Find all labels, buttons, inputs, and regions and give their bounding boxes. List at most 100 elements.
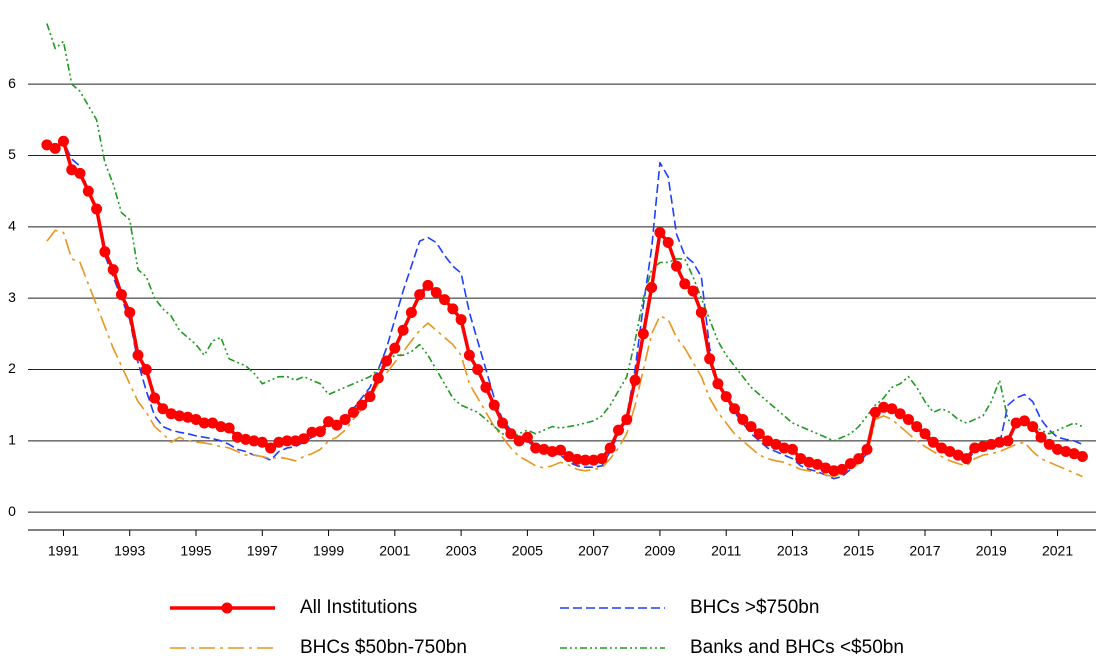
data-point (505, 428, 517, 440)
data-point (356, 399, 368, 411)
y-tick-label: 3 (8, 289, 16, 305)
data-point (571, 453, 583, 465)
data-point (546, 446, 558, 458)
data-point (555, 444, 567, 456)
series-line (46, 23, 1083, 442)
data-point (497, 417, 509, 429)
data-point (596, 453, 608, 465)
x-tick-label: 2009 (644, 543, 675, 559)
x-tick-label: 2015 (843, 543, 874, 559)
x-tick-label: 1997 (247, 543, 278, 559)
data-point (223, 422, 235, 434)
data-point (182, 411, 194, 423)
data-point (314, 426, 326, 438)
data-point (969, 442, 981, 454)
data-point (960, 453, 972, 465)
data-point (621, 413, 633, 425)
x-tick-label: 1999 (313, 543, 344, 559)
x-tick-label: 2003 (446, 543, 477, 559)
data-point (803, 456, 815, 468)
data-point (538, 443, 550, 455)
data-point (629, 374, 641, 386)
data-point (455, 314, 467, 326)
data-point (289, 435, 301, 447)
x-tick-label: 2017 (909, 543, 940, 559)
y-tick-label: 1 (8, 432, 16, 448)
data-point (936, 442, 948, 454)
x-tick-label: 2007 (578, 543, 609, 559)
data-point (588, 454, 600, 466)
data-point (844, 458, 856, 470)
data-point (886, 403, 898, 415)
y-tick-label: 5 (8, 146, 16, 162)
data-point (919, 428, 931, 440)
data-point (207, 417, 219, 429)
data-point (811, 458, 823, 470)
data-point (165, 408, 177, 420)
data-point (422, 279, 434, 291)
y-tick-label: 6 (8, 75, 16, 91)
data-point (994, 436, 1006, 448)
data-point (795, 453, 807, 465)
data-point (306, 426, 318, 438)
y-tick-label: 2 (8, 360, 16, 376)
data-point (1060, 446, 1072, 458)
x-tick-label: 2013 (777, 543, 808, 559)
data-point (977, 441, 989, 453)
data-point (389, 342, 401, 354)
data-point (836, 463, 848, 475)
data-point (762, 435, 774, 447)
data-point (1010, 417, 1022, 429)
y-tick-label: 0 (8, 503, 16, 519)
data-point (157, 403, 169, 415)
data-point (911, 421, 923, 433)
data-point (745, 421, 757, 433)
data-point (679, 278, 691, 290)
data-point (381, 355, 393, 367)
data-point (828, 465, 840, 477)
data-point (472, 364, 484, 376)
data-point (1052, 443, 1064, 455)
data-point (902, 413, 914, 425)
data-point (66, 164, 78, 176)
data-point (49, 142, 61, 154)
data-point (132, 349, 144, 361)
y-tick-label: 4 (8, 218, 16, 234)
data-point (563, 451, 575, 463)
data-point (323, 416, 335, 428)
data-point (364, 391, 376, 403)
data-point (1018, 415, 1030, 427)
data-point (878, 401, 890, 413)
data-point (861, 443, 873, 455)
data-point (687, 285, 699, 297)
data-point (1076, 451, 1088, 463)
data-point (273, 436, 285, 448)
data-point (985, 438, 997, 450)
series-line (46, 229, 1083, 478)
data-point (480, 381, 492, 393)
data-point (1035, 431, 1047, 443)
data-point (339, 413, 351, 425)
data-point (521, 431, 533, 443)
data-point (231, 431, 243, 443)
data-point (654, 227, 666, 239)
data-point (927, 436, 939, 448)
data-point (770, 438, 782, 450)
data-point (778, 442, 790, 454)
data-point (256, 436, 268, 448)
data-point (1002, 435, 1014, 447)
data-point (720, 391, 732, 403)
data-point (248, 435, 260, 447)
data-point (1043, 438, 1055, 450)
data-point (140, 364, 152, 376)
data-point (215, 421, 227, 433)
data-point (753, 428, 765, 440)
data-point (530, 442, 542, 454)
data-point (439, 294, 451, 306)
data-point (107, 264, 119, 276)
data-point (414, 289, 426, 301)
data-point (513, 435, 525, 447)
data-point (894, 408, 906, 420)
data-point (447, 303, 459, 315)
